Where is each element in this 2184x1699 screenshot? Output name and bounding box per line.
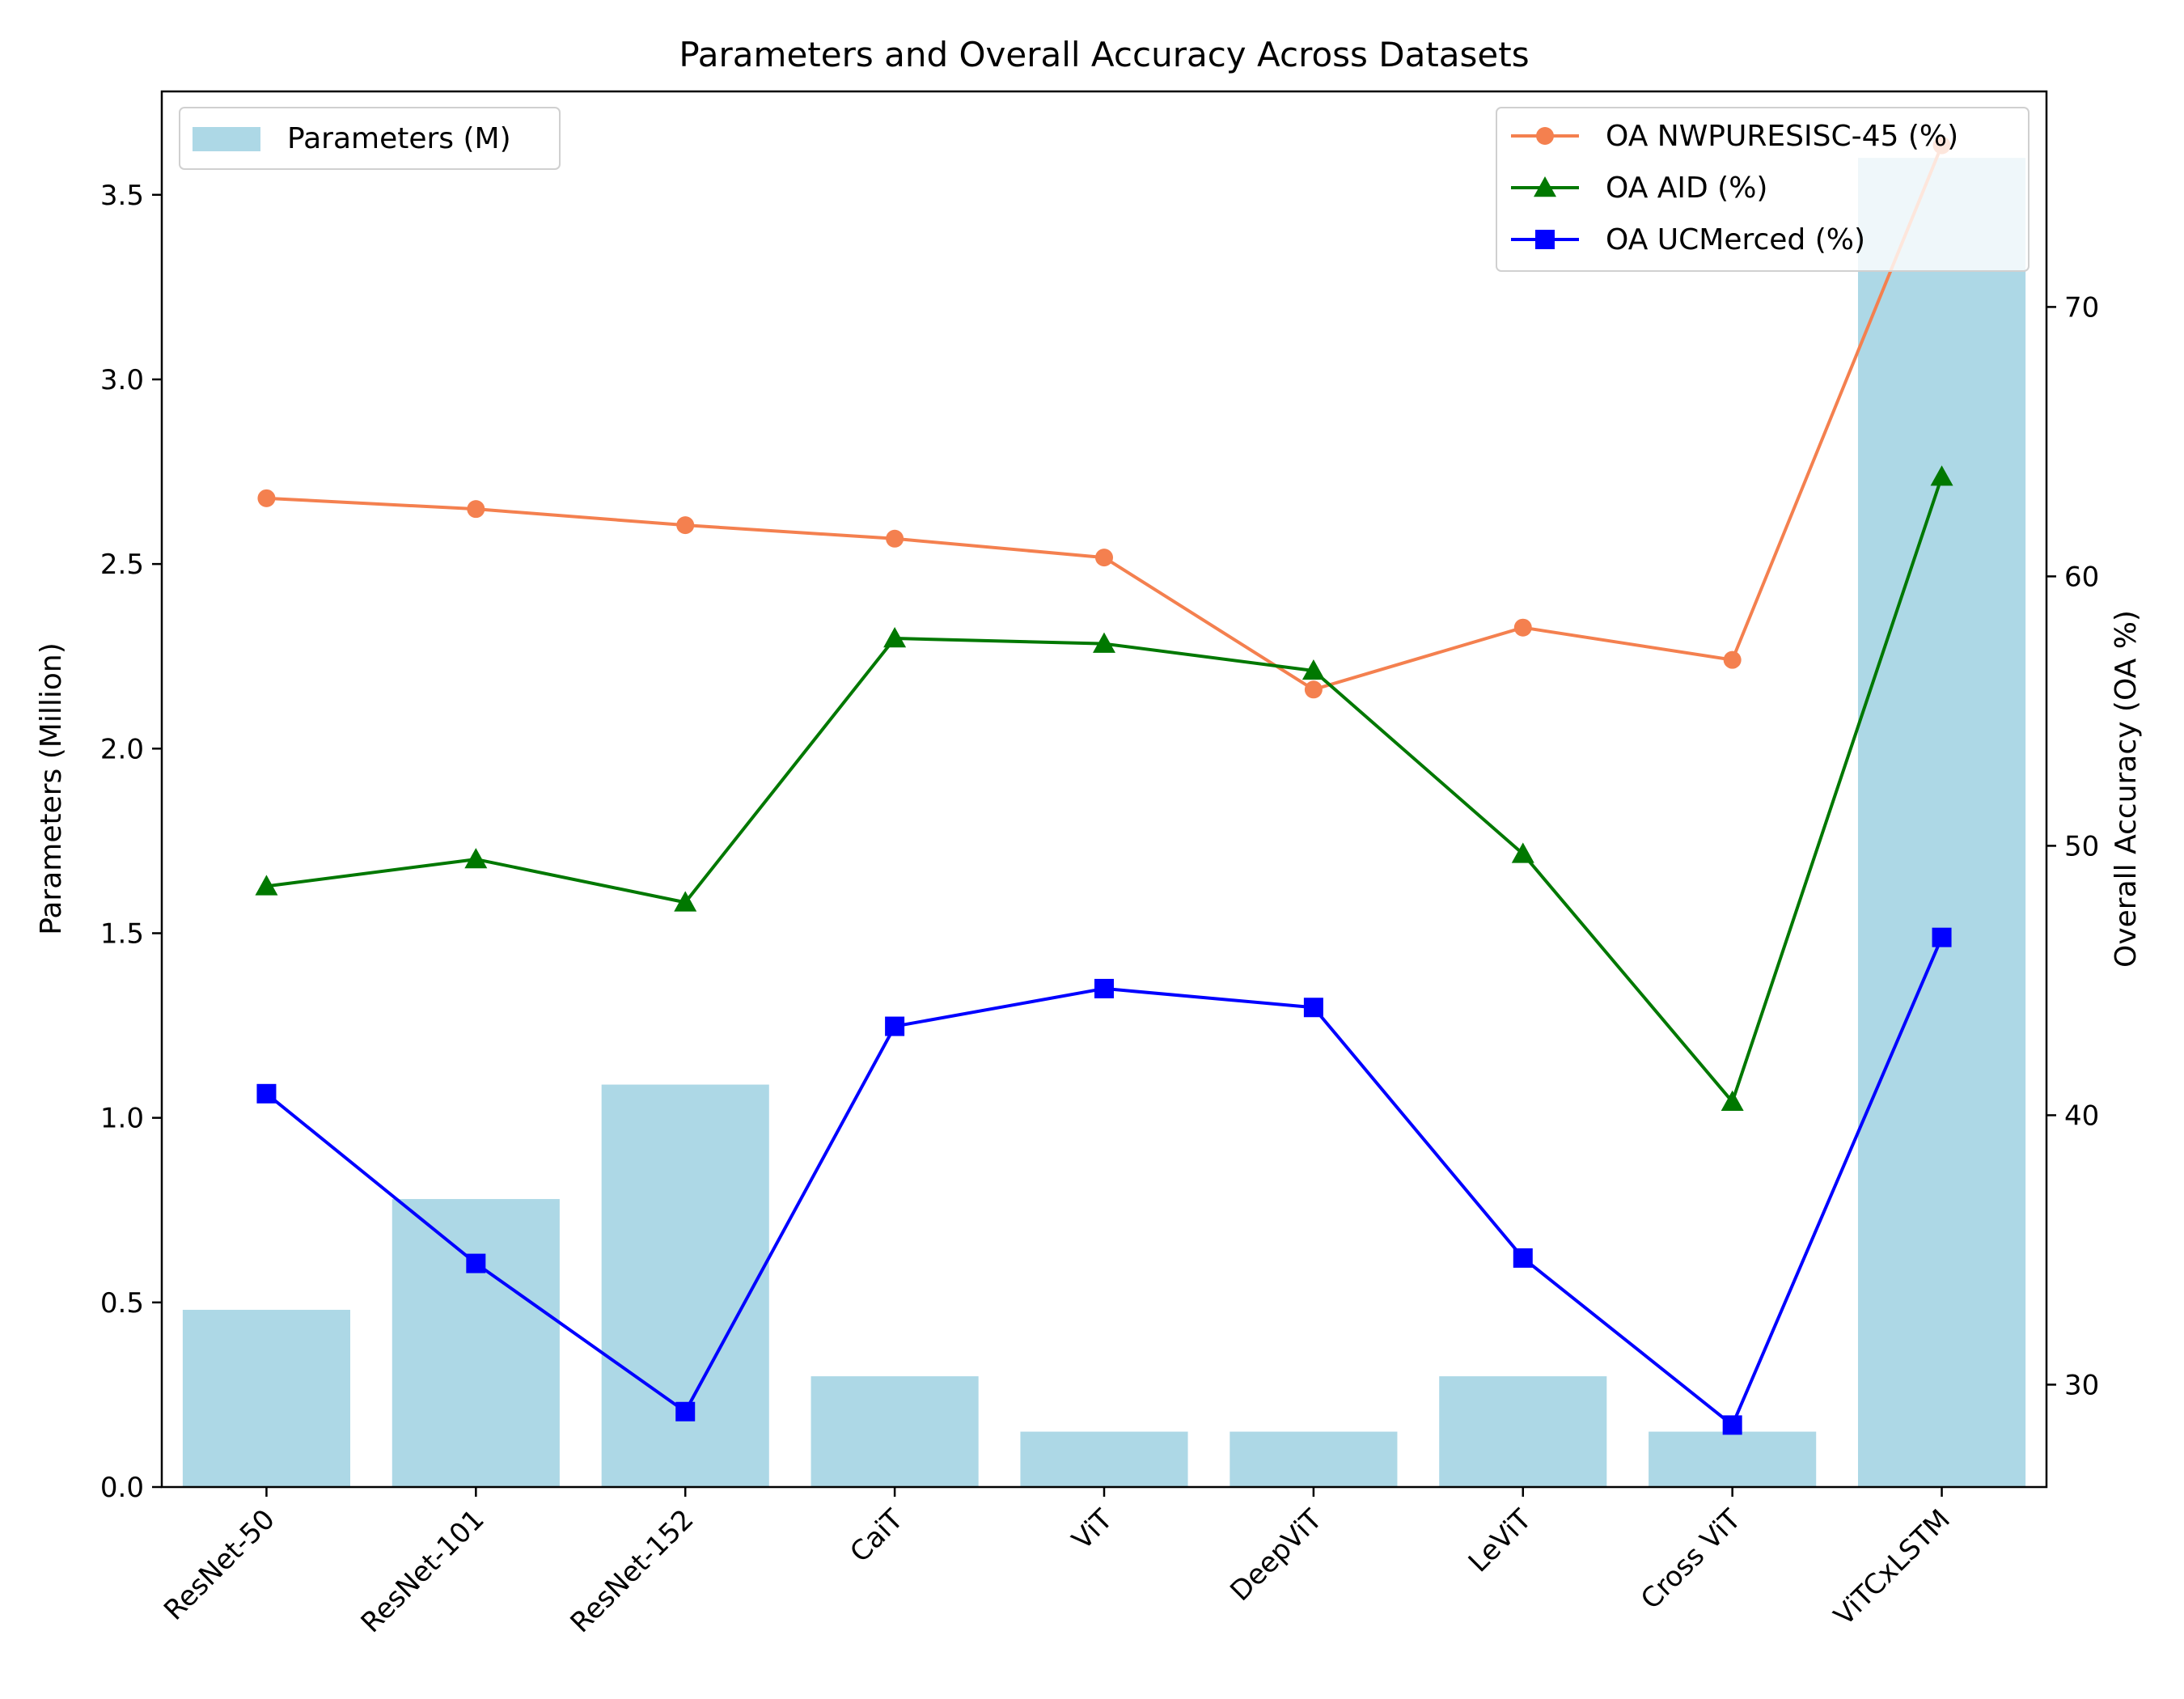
legend-label-oa-aid: OA AID (%) <box>1606 172 1767 205</box>
bar-resnet-101 <box>392 1199 560 1487</box>
point-oa-nwpuresisc-45-resnet-101 <box>467 500 485 519</box>
right-tick-label: 60 <box>2064 561 2099 593</box>
legend-parameters-label: Parameters (M) <box>287 122 511 155</box>
point-oa-aid-vit <box>1093 632 1115 653</box>
legend-parameters-swatch <box>193 127 260 151</box>
right-tick-label: 30 <box>2064 1369 2099 1401</box>
point-oa-aid-deepvit <box>1302 659 1325 680</box>
point-oa-ucmerced-cait <box>885 1016 905 1036</box>
point-oa-nwpuresisc-45-cait <box>886 529 904 548</box>
point-oa-nwpuresisc-45-resnet-50 <box>257 489 276 507</box>
legend-accuracy: OA NWPURESISC-45 (%) OA AID (%) OA UCMerce… <box>1496 107 2030 272</box>
bar-levit <box>1439 1376 1607 1487</box>
left-tick-label: 0.5 <box>100 1287 144 1320</box>
left-tick-label: 2.5 <box>100 549 144 581</box>
legend-label-oa-ucmerced: OA UCMerced (%) <box>1606 223 1865 256</box>
bar-resnet-50 <box>182 1309 350 1487</box>
point-oa-aid-cross-vit <box>1721 1090 1744 1111</box>
right-axis-label: Overall Accuracy (OA %) <box>2110 610 2143 968</box>
point-oa-ucmerced-vitcxlstm <box>1932 927 1952 947</box>
left-tick-label: 1.5 <box>100 917 144 950</box>
left-tick-label: 0.0 <box>100 1472 144 1504</box>
point-oa-aid-resnet-50 <box>255 875 278 896</box>
point-oa-aid-vitcxlstm <box>1930 465 1953 486</box>
bar-resnet-152 <box>601 1084 769 1487</box>
bar-vit <box>1020 1431 1188 1487</box>
right-axis-ticks: 30 40 50 60 70 <box>2046 291 2099 1401</box>
point-oa-nwpuresisc-45-resnet-152 <box>676 516 695 535</box>
point-oa-aid-levit <box>1511 842 1534 863</box>
right-tick-label: 70 <box>2064 291 2099 324</box>
point-oa-aid-resnet-101 <box>464 848 488 869</box>
point-oa-nwpuresisc-45-levit <box>1513 618 1532 637</box>
point-oa-ucmerced-vit <box>1094 978 1114 998</box>
point-oa-aid-cait <box>883 627 907 648</box>
left-tick-label: 2.0 <box>100 733 144 765</box>
left-tick-label: 3.0 <box>100 364 144 396</box>
bar-deepvit <box>1230 1431 1398 1487</box>
legend-marker-oa-nwpuresisc-45 <box>1536 127 1554 145</box>
bar-vitcxlstm <box>1858 158 2026 1488</box>
point-oa-ucmerced-resnet-152 <box>675 1401 696 1421</box>
left-tick-label: 3.5 <box>100 180 144 212</box>
legend-parameters: Parameters (M) <box>179 107 561 170</box>
legend-marker-oa-aid <box>1534 176 1556 197</box>
point-oa-ucmerced-levit <box>1513 1248 1533 1268</box>
point-oa-ucmerced-resnet-50 <box>256 1083 277 1104</box>
point-oa-ucmerced-resnet-101 <box>466 1253 486 1273</box>
right-tick-label: 40 <box>2064 1099 2099 1132</box>
legend-accuracy-frame <box>1496 107 2030 272</box>
point-oa-ucmerced-cross-vit <box>1722 1415 1742 1435</box>
bars-layer <box>182 158 2026 1488</box>
left-axis-label: Parameters (Million) <box>35 642 68 935</box>
bar-cait <box>811 1376 979 1487</box>
chart-title: Parameters and Overall Accuracy Across D… <box>679 35 1529 74</box>
right-tick-label: 50 <box>2064 830 2099 862</box>
point-oa-aid-resnet-152 <box>674 891 697 912</box>
point-oa-nwpuresisc-45-cross-vit <box>1723 650 1742 669</box>
point-oa-ucmerced-deepvit <box>1303 998 1323 1018</box>
point-oa-nwpuresisc-45-deepvit <box>1304 680 1323 699</box>
bar-cross-vit <box>1649 1431 1817 1487</box>
left-axis-ticks: 0.0 0.5 1.0 1.5 2.0 2.5 3.0 3.5 <box>100 180 162 1504</box>
legend-label-oa-nwpuresisc-45: OA NWPURESISC-45 (%) <box>1606 120 1958 153</box>
point-oa-nwpuresisc-45-vit <box>1095 549 1113 567</box>
legend-parameters-frame <box>179 107 561 170</box>
legend-marker-oa-ucmerced <box>1535 230 1555 249</box>
left-tick-label: 1.0 <box>100 1103 144 1135</box>
